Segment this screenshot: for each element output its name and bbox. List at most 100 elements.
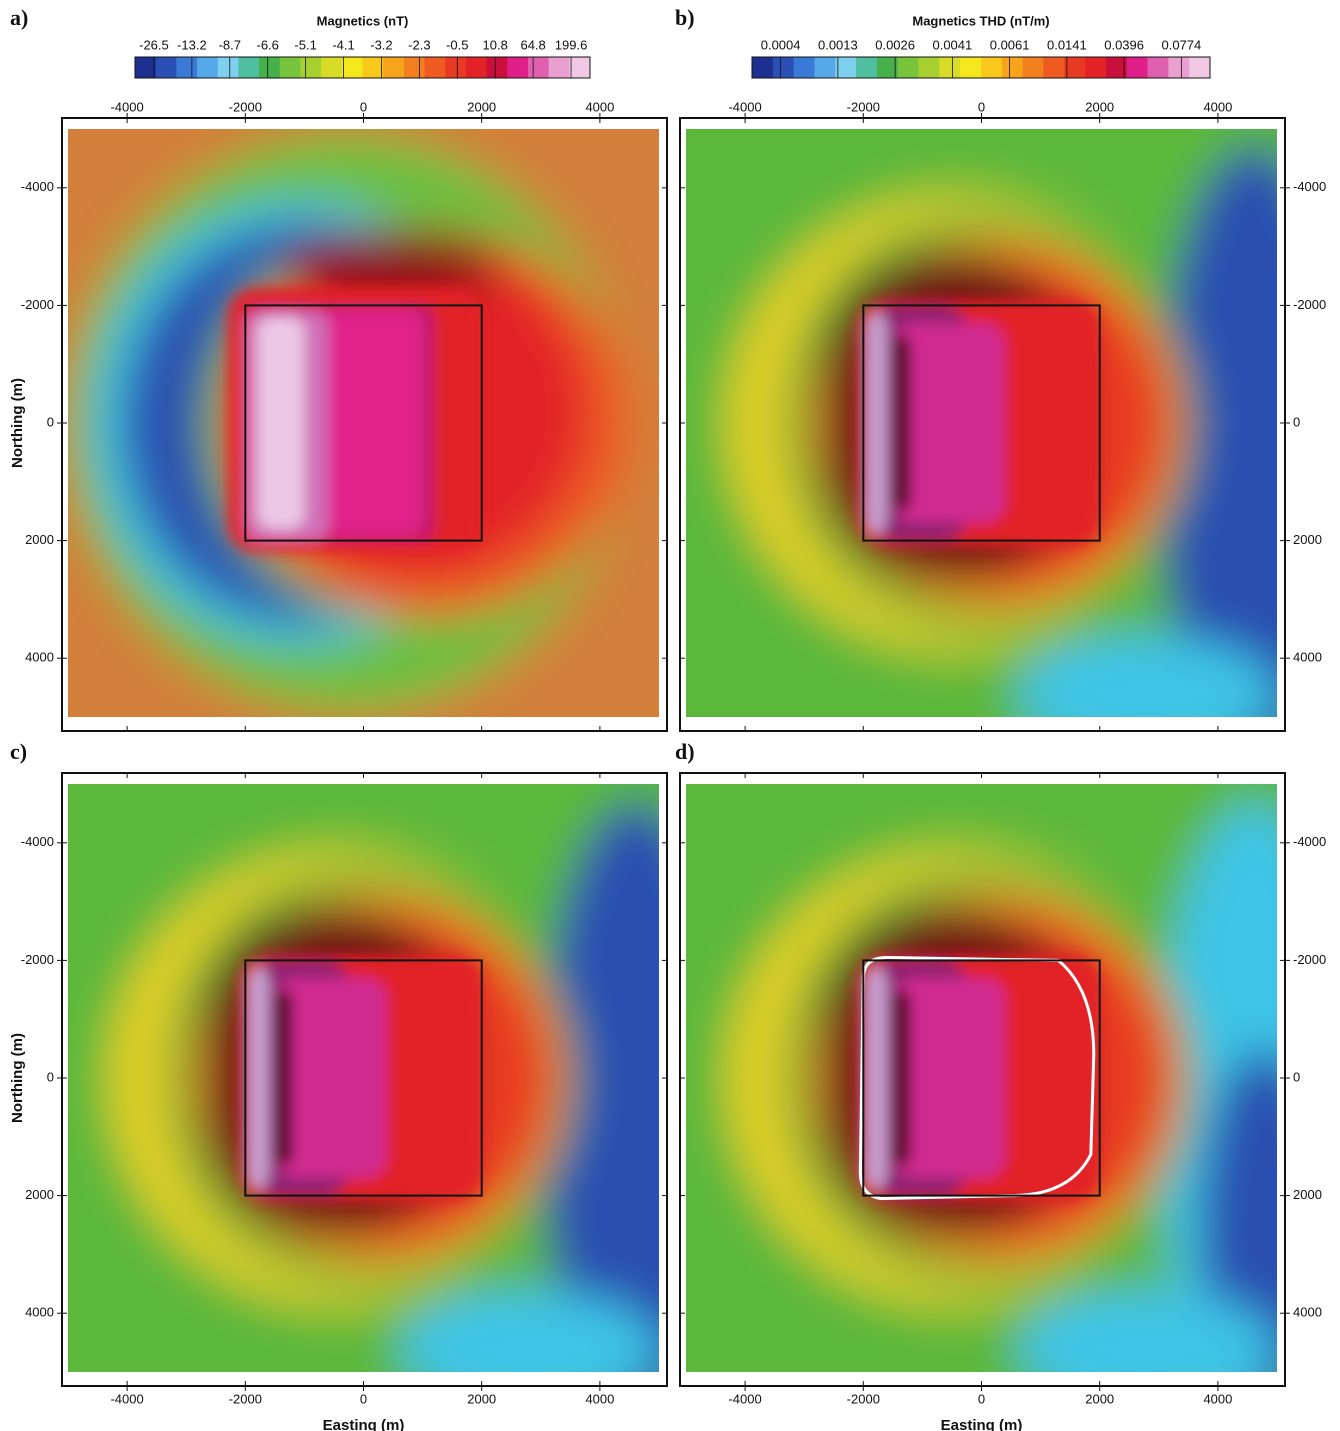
colorbar-cell bbox=[445, 57, 466, 78]
colorbar-tick-label: -26.5 bbox=[139, 37, 169, 52]
colorbar-cell bbox=[487, 57, 508, 78]
map bbox=[627, 70, 1340, 776]
colorbar-cell bbox=[342, 57, 363, 78]
y-tick-label: 2000 bbox=[1293, 532, 1322, 547]
map bbox=[9, 725, 730, 1431]
colorbar-cell bbox=[898, 57, 919, 78]
field-shade bbox=[275, 990, 293, 1166]
colorbar-tick-label: 0.0013 bbox=[818, 37, 858, 52]
colorbar-cell bbox=[1043, 57, 1064, 78]
colorbar-cell bbox=[856, 57, 877, 78]
y-tick-label: 0 bbox=[1293, 414, 1300, 429]
colorbar-tick-label: -5.1 bbox=[294, 37, 316, 52]
y-tick-label: 0 bbox=[47, 414, 54, 429]
x-tick-label: -4000 bbox=[110, 1391, 143, 1406]
y-tick-label: -2000 bbox=[21, 297, 54, 312]
x-tick-label: -2000 bbox=[847, 99, 880, 114]
x-tick-label: 4000 bbox=[585, 99, 614, 114]
colorbar-tick-label: 10.8 bbox=[483, 37, 508, 52]
colorbar-cell bbox=[321, 57, 342, 78]
x-tick-label: 4000 bbox=[1203, 99, 1232, 114]
panel-label: a) bbox=[10, 5, 28, 30]
colorbar-tick-label: 0.0141 bbox=[1047, 37, 1087, 52]
colorbar-cell bbox=[752, 57, 773, 78]
x-tick-label: 2000 bbox=[1085, 1391, 1114, 1406]
x-axis-label: Easting (m) bbox=[941, 1417, 1023, 1431]
colorbar-cell bbox=[981, 57, 1002, 78]
x-tick-label: -4000 bbox=[110, 99, 143, 114]
colorbar-cell bbox=[1064, 57, 1085, 78]
colorbar-cell bbox=[528, 57, 549, 78]
colorbar-cell bbox=[1023, 57, 1044, 78]
field-body bbox=[239, 955, 481, 1202]
x-tick-label: -4000 bbox=[728, 99, 761, 114]
colorbar-cell bbox=[1085, 57, 1106, 78]
x-tick-label: 0 bbox=[360, 99, 367, 114]
panel-label: d) bbox=[675, 739, 695, 764]
field-body bbox=[857, 300, 1099, 547]
field-shade bbox=[866, 311, 887, 534]
field-shade bbox=[893, 335, 911, 511]
y-tick-label: -4000 bbox=[1293, 834, 1326, 849]
field-shade bbox=[1017, 635, 1277, 753]
colorbar-tick-label: 199.6 bbox=[555, 37, 588, 52]
colorbar-cell bbox=[280, 57, 301, 78]
field-shade bbox=[893, 990, 911, 1166]
colorbar-tick-label: -8.7 bbox=[219, 37, 241, 52]
colorbar-cell bbox=[156, 57, 177, 78]
x-tick-label: -2000 bbox=[229, 99, 262, 114]
colorbar-cell bbox=[425, 57, 446, 78]
x-tick-label: 0 bbox=[978, 99, 985, 114]
field-shade bbox=[248, 966, 269, 1189]
colorbar-tick-label: -0.5 bbox=[446, 37, 468, 52]
y-tick-label: -2000 bbox=[21, 952, 54, 967]
colorbar-tick-label: 0.0026 bbox=[875, 37, 915, 52]
y-tick-label: -4000 bbox=[21, 179, 54, 194]
colorbar-cell bbox=[939, 57, 960, 78]
x-tick-label: -4000 bbox=[728, 1391, 761, 1406]
colorbar-cell bbox=[1127, 57, 1148, 78]
colorbar-cell bbox=[197, 57, 218, 78]
colorbar-cell bbox=[238, 57, 259, 78]
map bbox=[627, 725, 1340, 1431]
colorbar-tick-label: 0.0061 bbox=[990, 37, 1030, 52]
colorbar-cell bbox=[960, 57, 981, 78]
colorbar-tick-label: -13.2 bbox=[177, 37, 207, 52]
panel-label: c) bbox=[10, 739, 27, 764]
x-tick-label: 2000 bbox=[467, 99, 496, 114]
y-tick-label: 2000 bbox=[1293, 1187, 1322, 1202]
colorbar-cell bbox=[773, 57, 794, 78]
colorbar-cell bbox=[363, 57, 384, 78]
colorbar-cell bbox=[794, 57, 815, 78]
y-tick-label: 4000 bbox=[25, 1305, 54, 1320]
colorbar-tick-label: -2.3 bbox=[408, 37, 430, 52]
y-tick-label: 2000 bbox=[25, 1187, 54, 1202]
colorbar-tick-label: -6.6 bbox=[257, 37, 279, 52]
colorbar-cell bbox=[300, 57, 321, 78]
colorbar-cell bbox=[835, 57, 856, 78]
colorbar-cell bbox=[814, 57, 835, 78]
colorbar-cell bbox=[1168, 57, 1189, 78]
y-tick-label: 4000 bbox=[1293, 650, 1322, 665]
y-tick-label: 0 bbox=[47, 1069, 54, 1084]
figure: a)Magnetics (nT)-26.5-13.2-8.7-6.6-5.1-4… bbox=[0, 0, 1340, 1431]
colorbar-cell bbox=[549, 57, 570, 78]
colorbar-tick-label: 0.0041 bbox=[932, 37, 972, 52]
x-tick-label: -2000 bbox=[229, 1391, 262, 1406]
panel-label: b) bbox=[675, 5, 695, 30]
x-tick-label: 2000 bbox=[467, 1391, 496, 1406]
colorbar-cell bbox=[404, 57, 425, 78]
x-axis-label: Easting (m) bbox=[323, 1417, 405, 1431]
x-tick-label: -2000 bbox=[847, 1391, 880, 1406]
y-tick-label: 4000 bbox=[1293, 1305, 1322, 1320]
y-tick-label: -2000 bbox=[1293, 952, 1326, 967]
colorbar-tick-label: -4.1 bbox=[332, 37, 354, 52]
colorbar-cell bbox=[569, 57, 590, 78]
field-body bbox=[857, 955, 1099, 1202]
x-tick-label: 4000 bbox=[1203, 1391, 1232, 1406]
colorbar-cell bbox=[135, 57, 156, 78]
colorbar-tick-label: 64.8 bbox=[520, 37, 545, 52]
x-tick-label: 2000 bbox=[1085, 99, 1114, 114]
y-tick-label: -4000 bbox=[1293, 179, 1326, 194]
y-axis-label: Northing (m) bbox=[9, 1033, 26, 1123]
